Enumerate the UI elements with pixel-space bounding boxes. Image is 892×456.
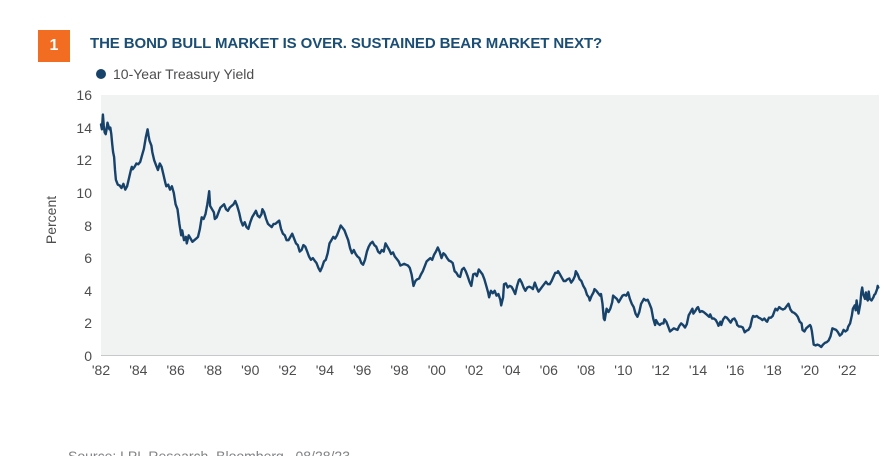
treasury-yield-line-chart xyxy=(99,113,880,349)
x-tick-label: '88 xyxy=(203,362,223,378)
x-tick-label: '96 xyxy=(353,362,372,378)
x-tick-label: '12 xyxy=(651,362,670,378)
x-tick-label: '04 xyxy=(502,362,521,378)
y-axis-title: Percent xyxy=(43,195,59,245)
y-tick-label: 0 xyxy=(84,348,92,364)
x-tick-label: '82 xyxy=(91,362,111,378)
x-tick-label: '84 xyxy=(129,362,148,378)
source-note: Source: LPL Research, Bloomberg, 08/28/2… xyxy=(68,399,383,456)
x-tick-label: '10 xyxy=(614,362,633,378)
x-tick-label: '02 xyxy=(465,362,484,378)
x-tick-label: '20 xyxy=(800,362,820,378)
x-tick-label: '06 xyxy=(539,362,558,378)
x-tick-label: '90 xyxy=(241,362,260,378)
x-tick-label: '16 xyxy=(726,362,745,378)
y-tick-label: 6 xyxy=(84,250,92,267)
x-tick-label: '18 xyxy=(763,362,782,378)
plot-area xyxy=(99,95,880,356)
source-line: Source: LPL Research, Bloomberg, 08/28/2… xyxy=(68,448,350,456)
legend-marker-icon xyxy=(96,69,106,79)
x-tick-label: '86 xyxy=(166,362,185,378)
x-tick-label: '98 xyxy=(390,362,409,378)
y-tick-label: 2 xyxy=(84,315,92,332)
chart-title: THE BOND BULL MARKET IS OVER. SUSTAINED … xyxy=(90,35,603,52)
y-tick-label: 4 xyxy=(84,282,92,299)
y-tick-label: 10 xyxy=(76,184,92,201)
x-tick-label: '92 xyxy=(278,362,297,378)
y-tick-label: 12 xyxy=(76,152,92,169)
x-tick-label: '22 xyxy=(838,362,857,378)
legend-label: 10-Year Treasury Yield xyxy=(113,66,255,82)
legend: 10-Year Treasury Yield xyxy=(96,66,254,82)
y-tick-label: 16 xyxy=(76,87,92,103)
figure-number-badge: 1 xyxy=(38,30,70,62)
x-tick-label: '00 xyxy=(427,362,446,378)
x-tick-label: '08 xyxy=(576,362,596,378)
y-tick-label: 14 xyxy=(76,119,92,136)
x-tick-label: '94 xyxy=(315,362,334,378)
y-tick-label: 8 xyxy=(84,217,92,234)
x-tick-label: '14 xyxy=(688,362,708,378)
yield-series-line xyxy=(99,113,880,349)
